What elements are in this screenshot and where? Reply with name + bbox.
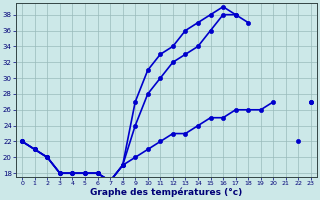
X-axis label: Graphe des températures (°c): Graphe des températures (°c) — [91, 188, 243, 197]
